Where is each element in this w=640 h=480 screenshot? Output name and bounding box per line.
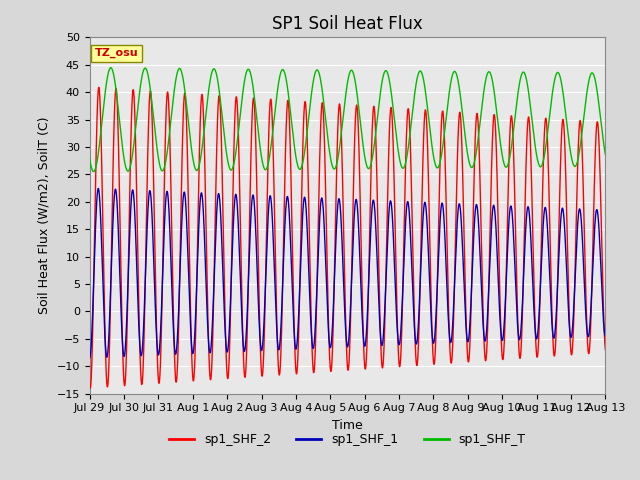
sp1_SHF_2 <box>86 381 93 387</box>
Text: TZ_osu: TZ_osu <box>95 48 138 58</box>
sp1_SHF_T <box>471 158 479 164</box>
sp1_SHF_2 <box>396 361 403 367</box>
sp1_SHF_1 <box>86 355 93 361</box>
Legend: sp1_SHF_2, sp1_SHF_1, sp1_SHF_T: sp1_SHF_2, sp1_SHF_1, sp1_SHF_T <box>164 429 531 452</box>
sp1_SHF_1 <box>180 192 188 198</box>
sp1_SHF_T <box>180 78 188 84</box>
sp1_SHF_1 <box>283 195 291 201</box>
sp1_SHF_1 <box>471 217 479 223</box>
sp1_SHF_T <box>510 125 518 131</box>
sp1_SHF_1 <box>421 200 429 205</box>
sp1_SHF_2 <box>180 106 188 112</box>
sp1_SHF_1 <box>602 333 609 339</box>
Line: sp1_SHF_T: sp1_SHF_T <box>90 68 605 171</box>
sp1_SHF_2 <box>421 108 429 113</box>
sp1_SHF_T <box>86 156 93 161</box>
sp1_SHF_1 <box>86 355 93 361</box>
sp1_SHF_T <box>90 168 97 174</box>
sp1_SHF_T <box>283 81 291 86</box>
sp1_SHF_T <box>602 151 609 157</box>
sp1_SHF_2 <box>86 385 94 391</box>
sp1_SHF_T <box>107 65 115 71</box>
sp1_SHF_2 <box>95 84 102 90</box>
sp1_SHF_T <box>421 87 429 93</box>
sp1_SHF_T <box>396 154 403 159</box>
Y-axis label: Soil Heat Flux (W/m2), SoilT (C): Soil Heat Flux (W/m2), SoilT (C) <box>38 117 51 314</box>
sp1_SHF_1 <box>95 186 102 192</box>
Line: sp1_SHF_1: sp1_SHF_1 <box>90 189 605 358</box>
sp1_SHF_1 <box>396 342 403 348</box>
sp1_SHF_2 <box>510 157 518 163</box>
sp1_SHF_2 <box>283 108 291 113</box>
Line: sp1_SHF_2: sp1_SHF_2 <box>90 87 605 388</box>
X-axis label: Time: Time <box>332 419 363 432</box>
Title: SP1 Soil Heat Flux: SP1 Soil Heat Flux <box>272 15 423 33</box>
sp1_SHF_2 <box>471 156 479 161</box>
sp1_SHF_1 <box>510 239 518 244</box>
sp1_SHF_2 <box>602 347 609 352</box>
